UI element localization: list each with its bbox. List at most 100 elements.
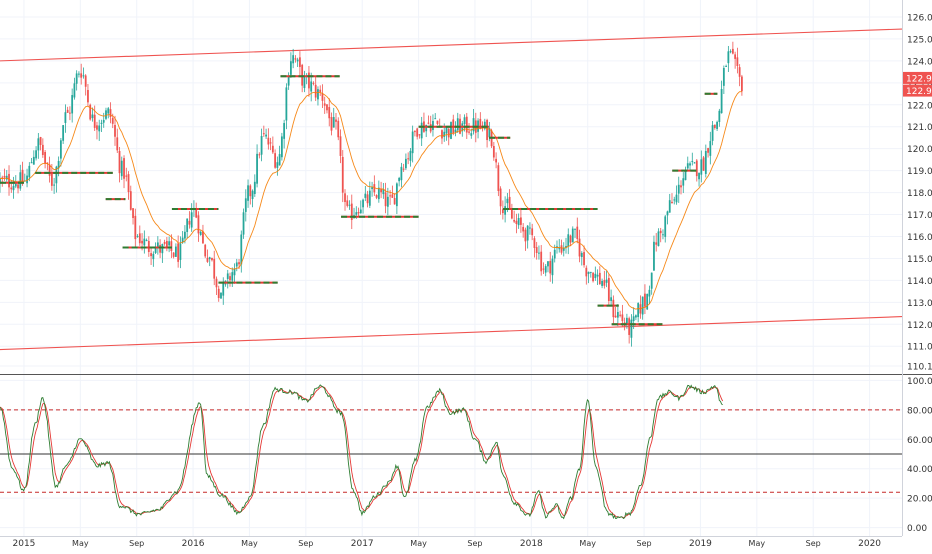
candle-body [173,253,175,257]
candle-body [662,234,664,235]
candle-body [443,132,445,137]
price-axis-tick-label: 111.00 [907,343,932,353]
candle-body [561,245,563,252]
candle-body [328,107,330,118]
candle-body [540,252,542,272]
candle-body [712,125,714,141]
candle-body [139,233,141,243]
candle-body [200,232,202,235]
candle-body [319,90,321,92]
candle [450,121,452,139]
time-axis-tick-label: May [72,539,89,548]
osc-axis-tick-label: 60.00 [907,436,932,446]
candle-body [534,238,536,248]
candle [204,244,206,258]
candle-body [592,273,594,281]
candle-body [218,289,220,298]
price-axis-tick-label: 114.00 [907,277,932,287]
candle-body [17,184,19,188]
candle-body [28,166,30,177]
candle-body [432,121,434,130]
candle-body [335,120,337,122]
candle-body [252,191,254,199]
candle-body [362,200,364,208]
candle-body [398,178,400,181]
time-axis-tick-label: 2015 [13,539,36,549]
candle-body [380,189,382,192]
time-axis-tick-label: Sep [637,539,652,548]
candle-body [64,112,66,123]
candle-body [360,210,362,214]
candle-body [13,186,15,190]
price-axis-tick-label: 113.00 [907,299,932,309]
candle-body [376,195,378,198]
candle-body [243,212,245,234]
candle-body [698,173,700,179]
price-axis-tick-label: 115.00 [907,255,932,265]
candle-body [240,235,242,265]
candle-body [189,221,191,225]
candle-body [170,241,172,251]
candle-body [583,252,585,265]
candle-body [247,185,249,200]
time-axis-tick-label: 2017 [351,539,374,549]
candle-body [186,219,188,232]
last-price-label: 122.92 [903,85,932,98]
candle-body [238,262,240,264]
candle-body [741,77,743,92]
candle-body [511,210,513,219]
candle-body [500,189,502,207]
candle-body [107,108,109,113]
candle [646,293,648,310]
candle-body [198,215,200,233]
candle-body [4,176,6,178]
candle-body [660,231,662,233]
candle-body [42,145,44,155]
candle-body [220,293,222,299]
candle-body [78,74,80,75]
candle-body [31,162,33,163]
candle-body [222,282,224,295]
candle-body [134,216,136,239]
time-axis-tick-label: May [410,539,427,548]
candle-body [671,202,673,203]
candle-body [349,205,351,206]
candle-body [161,244,163,253]
candle-body [527,226,529,241]
candle-body [159,245,161,253]
candle-body [378,188,380,199]
candle [220,292,222,299]
candle-body [231,272,233,280]
osc-axis-tick-label: 20.00 [907,495,932,505]
candle-body [644,294,646,307]
price-axis-tick-label: 117.00 [907,211,932,221]
candle-body [279,154,281,165]
candle-body [680,185,682,187]
candle-body [358,212,360,213]
candle-body [168,241,170,245]
candle-body [612,300,614,317]
candle-body [143,239,145,246]
candle-body [497,165,499,191]
candle-body [234,269,236,275]
candle-body [166,241,168,247]
candle-body [603,280,605,286]
candle-body [466,117,468,133]
candle-body [137,236,139,237]
candle-body [267,138,269,145]
candle-body [62,125,64,141]
candle-body [85,75,87,86]
candle-body [51,174,53,186]
candle-body [387,197,389,207]
candle-body [685,171,687,180]
candle-body [229,276,231,280]
candle-body [649,290,651,297]
candle [281,133,283,161]
candle-body [114,125,116,137]
last-price-label-text: 122.92 [906,87,932,97]
price-axis-tick-label: 120.00 [907,145,932,155]
candle-body [310,82,312,92]
candle-body [725,66,727,67]
